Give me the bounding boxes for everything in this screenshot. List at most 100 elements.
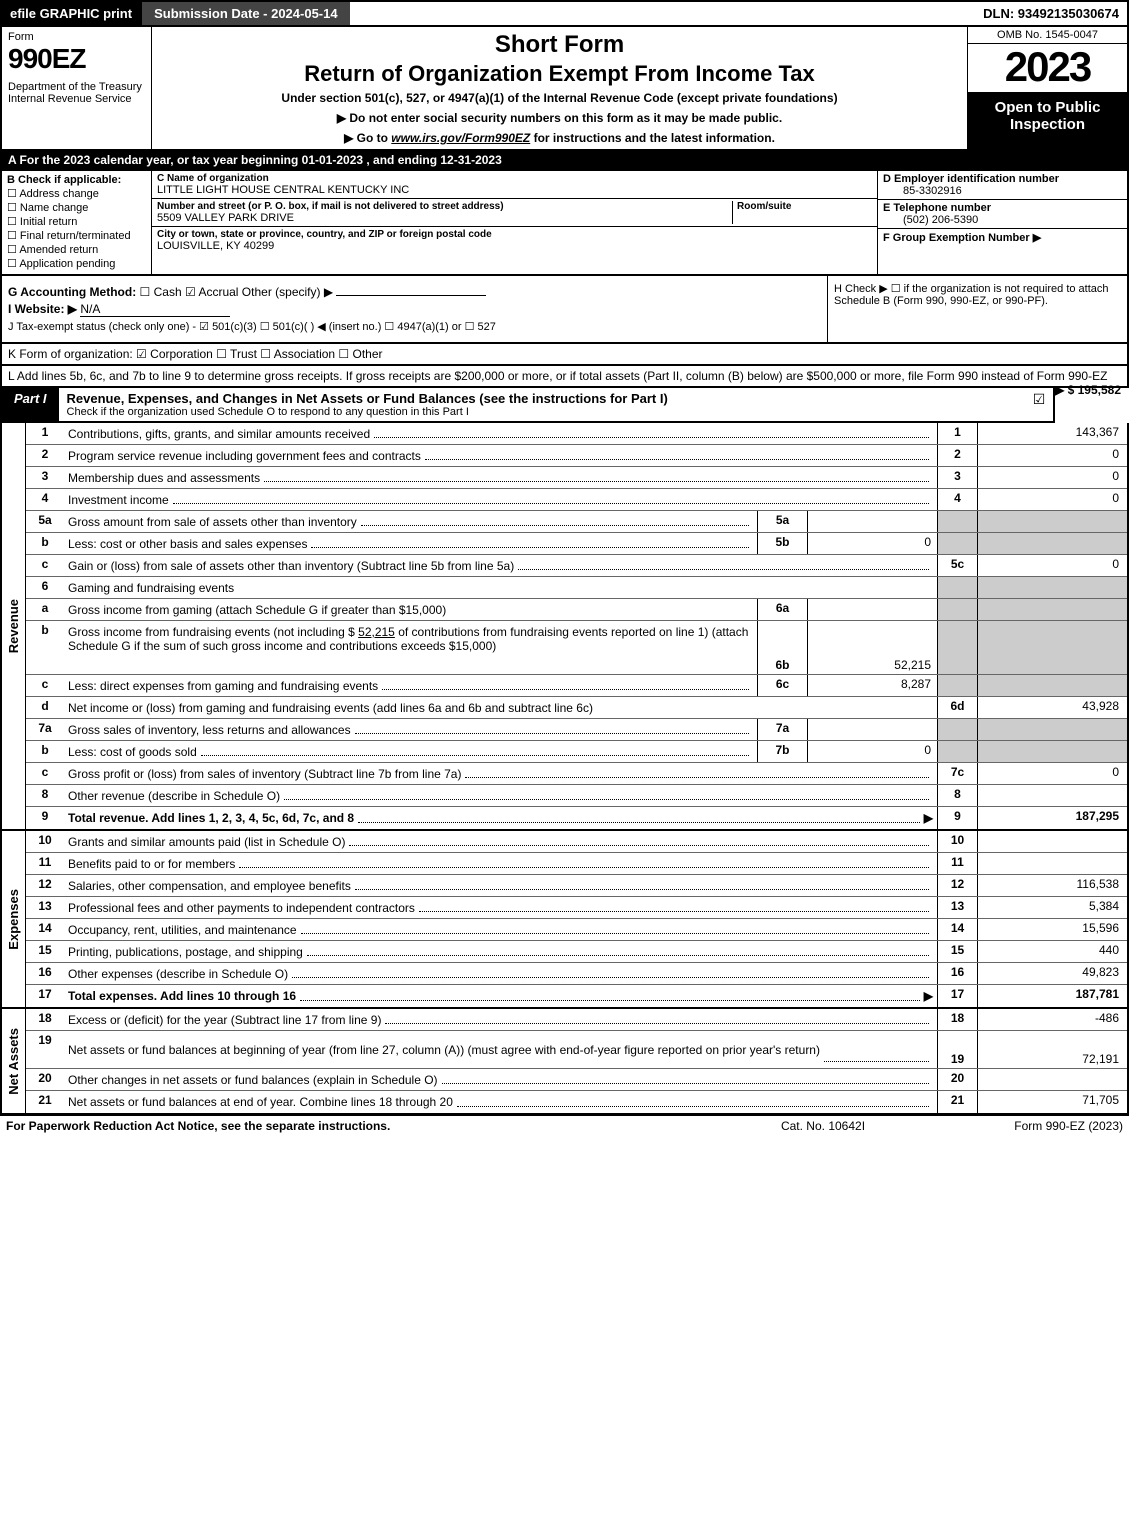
l7b-num: b [26,741,64,762]
dots [425,459,929,460]
line-15: 15 Printing, publications, postage, and … [26,941,1127,963]
g-other: Other (specify) ▶ [242,285,333,299]
l6-text: Gaming and fundraising events [68,581,234,595]
l18-val: -486 [977,1009,1127,1030]
l4-num: 4 [26,489,64,510]
l15-val: 440 [977,941,1127,962]
l7b-sv: 0 [807,741,937,762]
l5b-num: b [26,533,64,554]
col-b-header: B Check if applicable: [7,174,146,186]
l18-num: 18 [26,1009,64,1030]
l7a-rn [937,719,977,740]
l3-val: 0 [977,467,1127,488]
l7a-lbl: Gross sales of inventory, less returns a… [64,719,757,740]
footer-left: For Paperwork Reduction Act Notice, see … [6,1119,723,1133]
l5a-rn [937,511,977,532]
line-18: 18 Excess or (deficit) for the year (Sub… [26,1009,1127,1031]
irs-link[interactable]: www.irs.gov/Form990EZ [391,131,530,145]
l6d-val: 43,928 [977,697,1127,718]
dots [361,525,749,526]
line-9: 9 Total revenue. Add lines 1, 2, 3, 4, 5… [26,807,1127,829]
l17-lbl: Total expenses. Add lines 10 through 16▶ [64,985,937,1007]
dots [292,977,929,978]
return-title: Return of Organization Exempt From Incom… [160,61,959,87]
tel-value: (502) 206-5390 [883,214,1122,226]
chk-amended-return[interactable]: Amended return [7,243,146,256]
l19-text: Net assets or fund balances at beginning… [68,1043,820,1057]
l20-lbl: Other changes in net assets or fund bala… [64,1069,937,1090]
line-20: 20 Other changes in net assets or fund b… [26,1069,1127,1091]
ein-cell: D Employer identification number 85-3302… [878,171,1127,200]
l14-text: Occupancy, rent, utilities, and maintena… [68,923,297,937]
top-bar: efile GRAPHIC print Submission Date - 20… [0,0,1129,27]
l18-lbl: Excess or (deficit) for the year (Subtra… [64,1009,937,1030]
l9-num: 9 [26,807,64,829]
chk-name-change[interactable]: Name change [7,201,146,214]
l18-rn: 18 [937,1009,977,1030]
l11-rn: 11 [937,853,977,874]
l6-num: 6 [26,577,64,598]
l5a-sc: 5a [757,511,807,532]
l4-rn: 4 [937,489,977,510]
org-name-value: LITTLE LIGHT HOUSE CENTRAL KENTUCKY INC [157,184,872,196]
dots [382,689,749,690]
l1-val: 143,367 [977,423,1127,444]
page-footer: For Paperwork Reduction Act Notice, see … [0,1115,1129,1136]
chk-address-change[interactable]: Address change [7,187,146,200]
l11-val [977,853,1127,874]
omb-number: OMB No. 1545-0047 [968,27,1127,44]
l6c-num: c [26,675,64,696]
dots [358,822,920,823]
part1-subnote: Check if the organization used Schedule … [67,406,1018,418]
expenses-table: Expenses 10 Grants and similar amounts p… [0,831,1129,1009]
l6a-rv [977,599,1127,620]
chk-final-return[interactable]: Final return/terminated [7,229,146,242]
l3-lbl: Membership dues and assessments [64,467,937,488]
g-other-blank[interactable] [336,295,486,296]
l12-num: 12 [26,875,64,896]
l5c-text: Gain or (loss) from sale of assets other… [68,559,514,573]
l7a-text: Gross sales of inventory, less returns a… [68,723,351,737]
l6a-text: Gross income from gaming (attach Schedul… [68,603,446,617]
l5a-rv [977,511,1127,532]
l6b-sv: 52,215 [807,621,937,674]
efile-print-label: efile GRAPHIC print [2,2,140,25]
line-3: 3 Membership dues and assessments 3 0 [26,467,1127,489]
row-l: L Add lines 5b, 6c, and 7b to line 9 to … [0,366,1129,388]
g-accrual[interactable]: Accrual [185,285,238,299]
street-cell: Number and street (or P. O. box, if mail… [152,199,877,227]
dots [284,799,929,800]
l10-rn: 10 [937,831,977,852]
l5b-rn [937,533,977,554]
l13-val: 5,384 [977,897,1127,918]
submission-date: Submission Date - 2024-05-14 [140,2,350,25]
line-5c: c Gain or (loss) from sale of assets oth… [26,555,1127,577]
l6c-text: Less: direct expenses from gaming and fu… [68,679,378,693]
g-cash[interactable]: Cash [140,285,182,299]
l5b-text: Less: cost or other basis and sales expe… [68,537,307,551]
line-6b: b Gross income from fundraising events (… [26,621,1127,675]
dots [201,755,749,756]
l1-text: Contributions, gifts, grants, and simila… [68,427,370,441]
sub3-post: for instructions and the latest informat… [530,131,775,145]
l14-val: 15,596 [977,919,1127,940]
l16-lbl: Other expenses (describe in Schedule O) [64,963,937,984]
col-d-right: D Employer identification number 85-3302… [877,171,1127,274]
line-7b: b Less: cost of goods sold 7b 0 [26,741,1127,763]
chk-initial-return[interactable]: Initial return [7,215,146,228]
l1-num: 1 [26,423,64,444]
l21-rn: 21 [937,1091,977,1113]
l5a-lbl: Gross amount from sale of assets other t… [64,511,757,532]
part1-check[interactable]: ☑ [1025,388,1053,421]
l10-val [977,831,1127,852]
l12-text: Salaries, other compensation, and employ… [68,879,351,893]
l19-val: 72,191 [977,1031,1127,1068]
l6c-rn [937,675,977,696]
l5a-sv [807,511,937,532]
l3-rn: 3 [937,467,977,488]
line-4: 4 Investment income 4 0 [26,489,1127,511]
l13-num: 13 [26,897,64,918]
chk-application-pending[interactable]: Application pending [7,257,146,270]
l12-val: 116,538 [977,875,1127,896]
ein-label: D Employer identification number [883,173,1122,185]
